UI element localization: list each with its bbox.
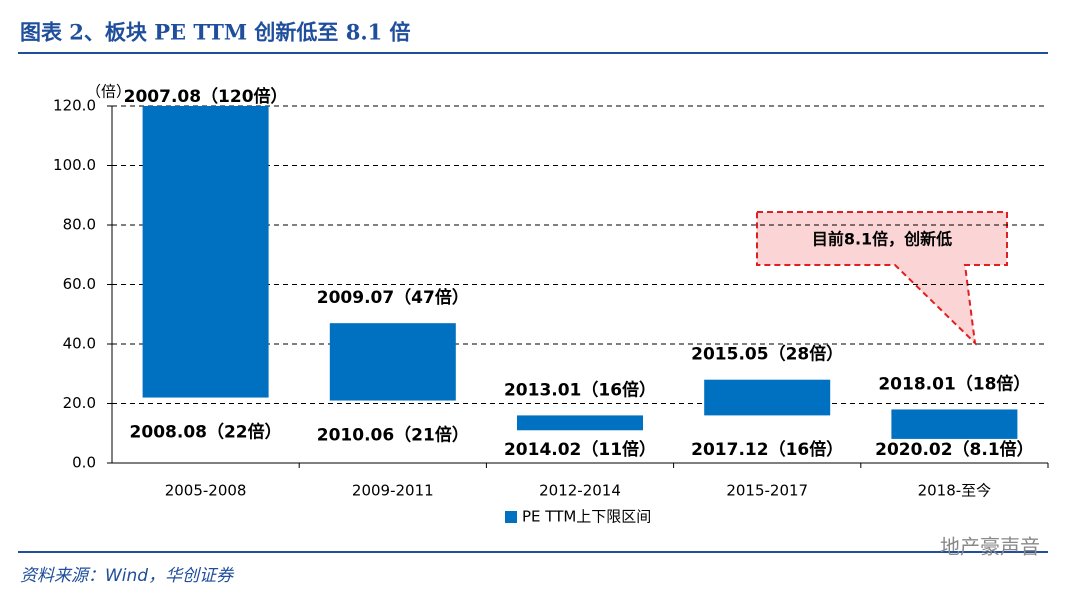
high-label: 2018.01（18倍） — [878, 373, 1030, 394]
low-label: 2014.02（11倍） — [504, 439, 656, 460]
y-tick-label: 20.0 — [63, 394, 96, 412]
bar — [142, 106, 269, 398]
bar — [329, 323, 456, 401]
y-tick-label: 0.0 — [72, 454, 96, 472]
watermark: 地产豪声音 — [940, 535, 1040, 559]
low-label: 2010.06（21倍） — [317, 425, 469, 446]
bar — [517, 415, 643, 431]
y-tick-label: 40.0 — [63, 335, 96, 353]
y-tick-label: 120.0 — [53, 97, 96, 115]
legend-label: PE TTM上下限区间 — [522, 508, 651, 526]
high-label: 2007.08（120倍） — [124, 86, 288, 107]
bar — [704, 379, 831, 416]
x-tick-label: 2005-2008 — [165, 482, 247, 500]
x-tick-label: 2018-至今 — [918, 482, 992, 500]
y-tick-label: 80.0 — [63, 216, 96, 234]
x-tick-label: 2009-2011 — [352, 482, 434, 500]
callout — [756, 211, 1008, 346]
low-label: 2017.12（16倍） — [691, 439, 843, 460]
bar — [891, 409, 1018, 439]
callout-text: 目前8.1倍，创新低 — [812, 230, 952, 249]
y-unit: （倍） — [86, 83, 131, 101]
legend-swatch — [505, 511, 517, 523]
source: 资料来源：Wind，华创证券 — [20, 566, 235, 586]
y-tick-label: 60.0 — [63, 275, 96, 293]
high-label: 2009.07（47倍） — [317, 287, 469, 308]
x-tick-label: 2012-2014 — [539, 482, 621, 500]
x-tick-label: 2015-2017 — [726, 482, 808, 500]
high-label: 2013.01（16倍） — [504, 379, 656, 400]
y-tick-label: 100.0 — [53, 156, 96, 174]
chart-title: 图表 2、板块 PE TTM 创新低至 8.1 倍 — [20, 20, 411, 45]
low-label: 2020.02（8.1倍） — [875, 439, 1034, 460]
high-label: 2015.05（28倍） — [691, 344, 843, 365]
low-label: 2008.08（22倍） — [130, 422, 282, 443]
